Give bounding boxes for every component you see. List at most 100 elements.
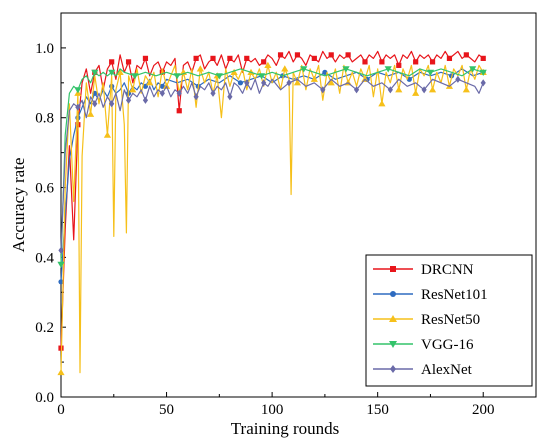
series-line <box>60 78 484 251</box>
marker-triangle-down <box>469 66 477 73</box>
marker-square <box>261 59 267 65</box>
marker-triangle-down <box>384 66 392 73</box>
marker-square <box>125 59 132 65</box>
marker-diamond <box>75 103 81 111</box>
marker-diamond <box>286 79 292 87</box>
marker-square <box>193 55 199 61</box>
marker-triangle <box>310 75 318 82</box>
marker-triangle <box>462 86 470 93</box>
marker-circle <box>390 291 396 297</box>
marker-triangle <box>428 86 437 93</box>
marker-diamond <box>109 100 115 108</box>
marker-triangle-down <box>57 261 65 268</box>
marker-diamond <box>390 365 396 373</box>
marker-diamond <box>455 75 461 83</box>
marker-square <box>396 62 402 68</box>
marker-square <box>109 59 115 65</box>
marker-triangle-down <box>389 341 397 348</box>
x-tick-label: 100 <box>261 402 284 418</box>
series-line <box>60 68 484 265</box>
marker-triangle <box>57 368 65 376</box>
marker-circle <box>237 80 244 86</box>
marker-diamond <box>125 96 132 104</box>
marker-diamond <box>261 79 267 87</box>
marker-square <box>328 52 334 58</box>
axis-ticks: 0 50 100 150 200 0.0 0.2 0.4 0.6 0.8 1.0 <box>35 41 537 418</box>
marker-square <box>277 52 284 58</box>
marker-triangle-down <box>215 73 223 80</box>
marker-circle <box>322 69 328 75</box>
y-axis-title: Accuracy rate <box>9 158 28 253</box>
marker-triangle <box>129 86 137 93</box>
marker-diamond <box>58 246 64 254</box>
marker-triangle <box>264 61 272 68</box>
marker-triangle <box>378 100 386 107</box>
y-tick-label: 0.2 <box>35 320 54 336</box>
series-line <box>60 68 484 282</box>
marker-triangle-down <box>74 87 82 94</box>
marker-triangle <box>412 89 420 96</box>
marker-diamond <box>193 93 199 101</box>
x-tick-label: 150 <box>366 402 389 418</box>
marker-square <box>379 59 385 65</box>
y-tick-label: 0.0 <box>35 390 54 406</box>
x-axis-title: Training rounds <box>231 419 339 438</box>
series-layer <box>57 50 487 376</box>
marker-square <box>390 266 396 272</box>
marker-triangle <box>103 131 112 138</box>
x-tick-label: 50 <box>159 402 174 418</box>
x-tick-label: 200 <box>472 402 495 418</box>
marker-diamond <box>176 89 182 97</box>
marker-triangle-down <box>173 73 181 80</box>
marker-square <box>311 55 317 61</box>
legend: DRCNN ResNet101 ResNet50 VGG-16 AlexNet <box>365 254 533 387</box>
marker-circle <box>58 279 64 285</box>
marker-triangle-down <box>257 73 266 80</box>
marker-square <box>345 52 351 58</box>
marker-triangle-down <box>91 69 99 76</box>
marker-diamond <box>227 93 233 101</box>
marker-triangle-down <box>131 73 139 80</box>
legend-label: ResNet101 <box>421 287 488 303</box>
marker-square <box>142 55 149 61</box>
marker-square <box>362 59 368 65</box>
marker-triangle <box>395 86 403 93</box>
series-vgg-16 <box>57 66 487 268</box>
marker-square <box>227 55 233 61</box>
marker-triangle <box>327 79 335 86</box>
y-tick-label: 1.0 <box>35 41 54 57</box>
legend-label: AlexNet <box>421 362 473 378</box>
marker-triangle <box>293 79 302 86</box>
marker-diamond <box>244 79 250 87</box>
legend-label: VGG-16 <box>421 337 474 353</box>
marker-diamond <box>320 86 326 94</box>
marker-triangle-down <box>300 66 308 73</box>
x-tick-label: 0 <box>57 402 65 418</box>
marker-diamond <box>92 100 98 108</box>
marker-triangle <box>146 79 154 86</box>
marker-square <box>294 52 301 58</box>
marker-square <box>463 52 469 58</box>
series-line <box>60 50 484 349</box>
marker-triangle <box>116 68 124 75</box>
marker-diamond <box>387 86 393 94</box>
marker-square <box>446 55 453 61</box>
marker-square <box>429 59 436 65</box>
marker-diamond <box>159 89 165 97</box>
y-tick-label: 0.4 <box>35 250 54 266</box>
marker-square <box>244 55 250 61</box>
marker-diamond <box>421 86 427 94</box>
series-alexnet <box>58 75 486 254</box>
marker-triangle <box>230 68 238 75</box>
marker-square <box>210 55 216 61</box>
marker-triangle-down <box>342 66 350 73</box>
legend-label: DRCNN <box>421 262 474 278</box>
marker-diamond <box>142 96 149 104</box>
marker-triangle <box>281 65 289 72</box>
marker-diamond <box>480 79 486 87</box>
marker-triangle <box>389 315 397 322</box>
marker-triangle <box>196 65 204 72</box>
marker-square <box>480 55 486 61</box>
marker-diamond <box>210 89 216 97</box>
